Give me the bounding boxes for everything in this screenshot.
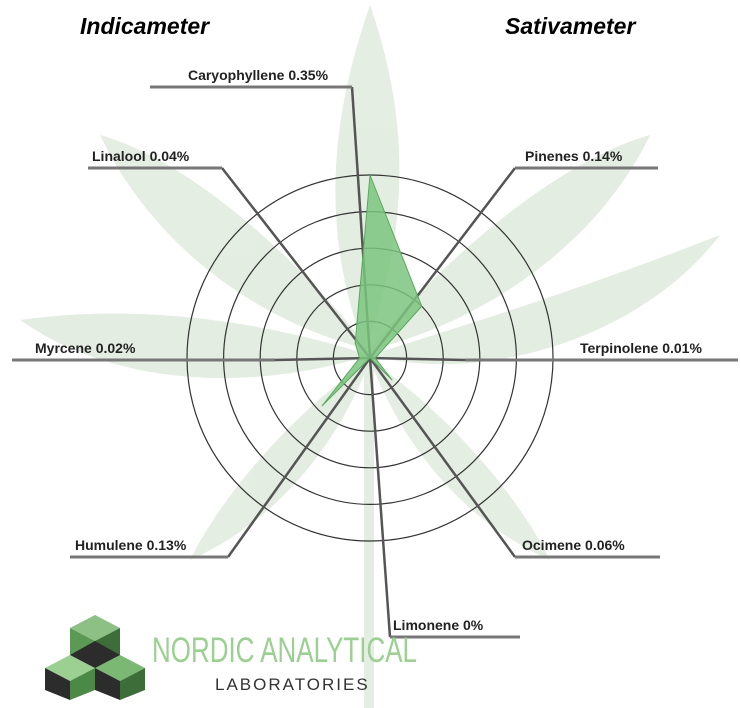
terpene-name: Humulene — [75, 537, 143, 553]
terpene-name: Caryophyllene — [188, 67, 285, 83]
axis-label: Linalool 0.04% — [92, 148, 190, 164]
sativameter-title: Sativameter — [505, 13, 636, 39]
terpene-value: 0.04% — [150, 148, 190, 164]
terpene-value: 0.02% — [96, 340, 136, 356]
axis-label: Ocimene 0.06% — [522, 537, 625, 553]
terpene-name: Ocimene — [522, 537, 581, 553]
terpene-value: 0.01% — [662, 340, 702, 356]
logo-subtitle: LABORATORIES — [215, 675, 370, 694]
axis-label: Caryophyllene 0.35% — [188, 67, 329, 83]
terpene-name: Pinenes — [525, 148, 579, 164]
logo-name: NORDIC ANALYTICAL — [152, 631, 417, 670]
terpene-name: Linalool — [92, 148, 146, 164]
terpene-name: Myrcene — [35, 340, 92, 356]
logo: NORDIC ANALYTICAL LABORATORIES — [45, 615, 417, 700]
indicameter-title: Indicameter — [80, 13, 210, 39]
axis-label: Myrcene 0.02% — [35, 340, 136, 356]
terpene-value: 0.06% — [585, 537, 625, 553]
terpene-name: Terpinolene — [580, 340, 659, 356]
terpene-value: 0% — [463, 617, 484, 633]
page: Indicameter Sativameter Caryophyllene 0.… — [0, 0, 741, 708]
axis-label: Pinenes 0.14% — [525, 148, 623, 164]
terpene-value: 0.14% — [583, 148, 623, 164]
axis-label: Terpinolene 0.01% — [580, 340, 702, 356]
terpene-value: 0.13% — [147, 537, 187, 553]
leader-line — [370, 358, 515, 557]
axis-label: Humulene 0.13% — [75, 537, 187, 553]
terpene-value: 0.35% — [288, 67, 328, 83]
